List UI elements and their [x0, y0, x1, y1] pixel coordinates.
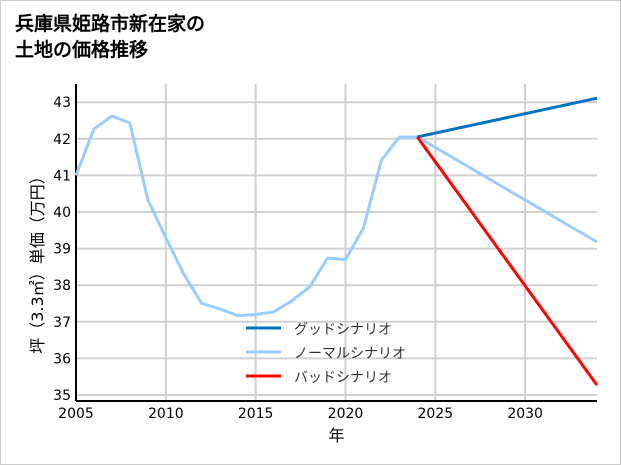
x-tick-label: 2005	[58, 406, 94, 422]
x-axis-label: 年	[328, 426, 344, 445]
legend-label: バッドシナリオ	[294, 370, 392, 386]
series-line-バッドシナリオ	[416, 136, 599, 386]
x-tick-label: 2015	[238, 406, 274, 422]
y-tick-label: 40	[53, 205, 71, 221]
y-tick-label: 41	[53, 168, 71, 184]
legend-label: ノーマルシナリオ	[294, 346, 406, 362]
chart-title-line-2: 土地の価格推移	[15, 39, 149, 61]
y-tick-label: 36	[53, 351, 71, 367]
x-tick-label: 2020	[328, 406, 364, 422]
y-tick-label: 42	[53, 132, 71, 148]
y-tick-label: 35	[53, 388, 71, 404]
y-axis-label: 坪（3.3㎡）単価（万円）	[28, 168, 47, 353]
y-tick-label: 39	[53, 242, 71, 258]
x-tick-label: 2025	[417, 406, 453, 422]
chart-title: 兵庫県姫路市新在家の 土地の価格推移	[15, 11, 205, 63]
x-tick-label: 2030	[507, 406, 543, 422]
x-tick-label: 2010	[148, 406, 184, 422]
y-tick-label: 38	[53, 278, 71, 294]
chart-title-line-1: 兵庫県姫路市新在家の	[15, 13, 206, 35]
y-tick-label: 43	[53, 95, 71, 111]
legend-label: グッドシナリオ	[294, 322, 392, 338]
series-line-グッドシナリオ	[417, 96, 598, 139]
y-tick-label: 37	[53, 315, 71, 331]
series-line-ノーマルシナリオ	[74, 114, 598, 318]
